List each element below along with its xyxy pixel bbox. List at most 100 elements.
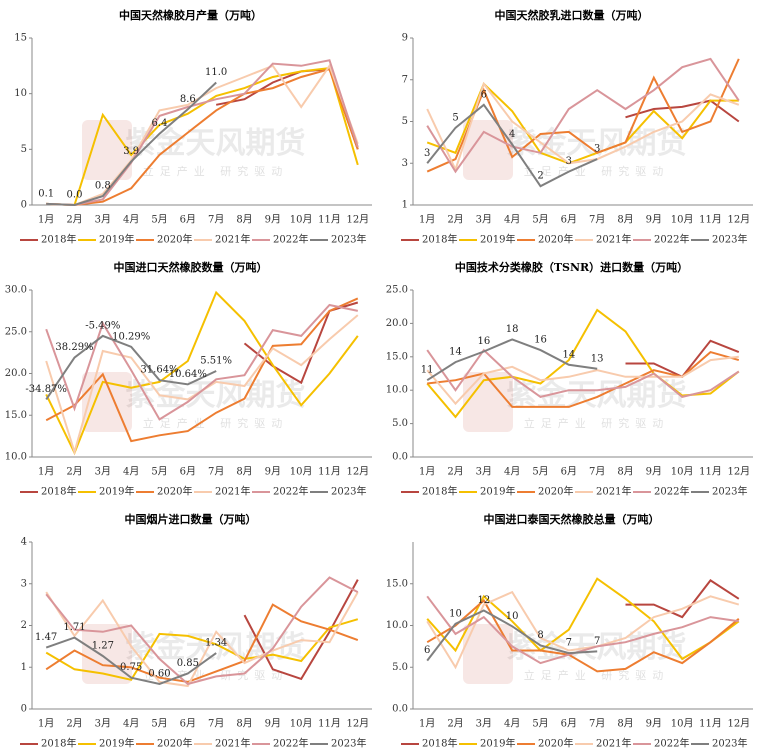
x-tick-label: 1月 (38, 718, 54, 730)
data-label: 7 (594, 636, 600, 647)
legend-label: 2023年 (331, 233, 366, 246)
series-line (426, 590, 740, 670)
legend-label: 2019年 (99, 233, 134, 246)
legend-label: 2022年 (273, 737, 308, 750)
legend-label: 2018年 (41, 485, 76, 498)
x-tick-label: 7月 (208, 466, 224, 478)
series-line (426, 348, 740, 398)
x-tick-label: 3月 (95, 718, 111, 730)
data-label: 0.75 (120, 662, 142, 673)
legend-label: 2021年 (215, 233, 250, 246)
series-line (427, 350, 740, 408)
series-line (426, 595, 739, 665)
data-label: 6 (424, 645, 430, 656)
x-tick-label: 5月 (151, 214, 167, 226)
series-line (45, 618, 359, 681)
series-line (45, 334, 217, 400)
x-tick-label: 2月 (447, 466, 463, 478)
watermark-logo (82, 120, 132, 180)
data-label: 8.6 (180, 94, 196, 105)
y-tick-label: 15 (14, 33, 27, 44)
data-label: 4 (509, 129, 515, 140)
x-tick-label: 10月 (290, 718, 313, 730)
x-tick-label: 5月 (151, 718, 167, 730)
legend-label: 2018年 (422, 233, 457, 246)
data-label: 8 (537, 630, 543, 641)
series-line (46, 67, 359, 207)
series-line (45, 303, 359, 421)
legend-label: 2019年 (99, 485, 134, 498)
y-tick-label: 0 (21, 200, 27, 211)
annotation: 10.64% (169, 369, 207, 380)
x-tick-label: 12月 (727, 214, 750, 226)
x-tick-label: 4月 (504, 214, 520, 226)
x-tick-label: 10月 (290, 214, 313, 226)
y-tick-label: 15.0 (386, 578, 408, 589)
watermark-logo (463, 120, 513, 180)
series-line (625, 99, 740, 123)
x-tick-label: 8月 (617, 214, 633, 226)
data-label: 0.1 (38, 188, 54, 199)
x-tick-label: 10月 (671, 718, 694, 730)
data-label: 0.85 (177, 658, 199, 669)
x-tick-label: 9月 (265, 214, 281, 226)
chart-title: 中国技术分类橡胶（TSNR）进口数量（万吨） (455, 260, 688, 274)
series-line (45, 576, 359, 686)
data-label: 1.71 (63, 622, 85, 633)
watermark-logo (463, 624, 513, 684)
y-tick-label: 1 (21, 662, 27, 673)
legend-label: 2022年 (654, 233, 689, 246)
legend-label: 2021年 (596, 233, 631, 246)
watermark-subtitle: 立足产业 研究驱动 (524, 164, 670, 178)
series-line (426, 57, 740, 174)
data-label: 0.0 (67, 190, 83, 201)
series-line (426, 609, 598, 662)
data-label: 18 (506, 324, 519, 335)
x-tick-label: 7月 (589, 214, 605, 226)
legend-label: 2019年 (99, 737, 134, 750)
x-tick-label: 8月 (236, 466, 252, 478)
y-tick-label: 20.0 (386, 318, 408, 329)
x-tick-label: 4月 (504, 718, 520, 730)
x-tick-label: 11月 (318, 718, 341, 730)
x-tick-label: 6月 (180, 214, 196, 226)
legend-label: 2023年 (712, 485, 747, 498)
legend-label: 2018年 (41, 233, 76, 246)
y-tick-label: 10 (14, 88, 27, 99)
watermark-subtitle: 立足产业 研究驱动 (524, 668, 670, 682)
x-tick-label: 5月 (532, 214, 548, 226)
x-tick-label: 3月 (95, 214, 111, 226)
data-label: 11.0 (205, 67, 227, 78)
watermark-subtitle: 立足产业 研究驱动 (524, 416, 670, 430)
x-tick-label: 2月 (66, 214, 82, 226)
x-tick-label: 11月 (699, 214, 722, 226)
y-tick-label: 3 (21, 578, 27, 589)
data-label: 3 (566, 156, 572, 167)
watermark-logo (82, 372, 132, 432)
annotation: -5.49% (85, 320, 120, 331)
legend-label: 2020年 (538, 233, 573, 246)
legend-label: 2021年 (596, 485, 631, 498)
data-label: 1.34 (205, 638, 227, 649)
series-line (426, 103, 598, 188)
series-line (45, 297, 359, 443)
y-tick-label: 0.0 (392, 452, 408, 463)
x-tick-label: 3月 (476, 214, 492, 226)
legend-label: 2020年 (538, 737, 573, 750)
x-tick-label: 5月 (151, 466, 167, 478)
x-tick-label: 12月 (346, 214, 369, 226)
y-tick-label: 5 (21, 144, 27, 155)
x-tick-label: 1月 (419, 718, 435, 730)
series-line (46, 81, 217, 207)
x-tick-label: 3月 (95, 466, 111, 478)
x-tick-label: 1月 (38, 466, 54, 478)
legend-label: 2023年 (712, 233, 747, 246)
data-label: 3 (594, 144, 600, 155)
watermark-title: 紫金天风期货 (126, 630, 306, 665)
legend-label: 2022年 (654, 737, 689, 750)
x-tick-label: 10月 (671, 466, 694, 478)
